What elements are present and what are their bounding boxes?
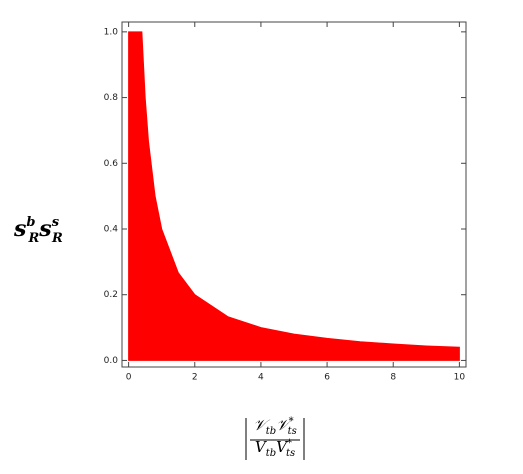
x-tick-label: 6 (324, 373, 330, 383)
label-part: b (26, 215, 35, 230)
y-tick-label: 0.8 (104, 93, 119, 103)
label-part: V (255, 438, 268, 456)
y-tick-label: 0.4 (104, 225, 119, 235)
y-tick-label: 0.0 (104, 356, 119, 366)
label-part: s (13, 216, 26, 242)
x-tick-label: 2 (192, 373, 198, 383)
label-part: tb (266, 448, 276, 459)
label-part: * (289, 416, 294, 427)
x-tick-label: 10 (454, 373, 466, 383)
label-part: * (287, 438, 292, 449)
label-part: ts (286, 448, 295, 459)
plot-frame (121, 21, 467, 368)
label-part: ts (288, 426, 297, 437)
label-part: s (52, 215, 60, 230)
y-tick-label: 0.2 (104, 290, 118, 300)
y-tick-label: 1.0 (104, 27, 119, 37)
x-axis-label-numerator: 𝒱tb𝒱* ts (253, 416, 297, 437)
x-tick-label: 0 (126, 373, 132, 383)
x-tick-label: 8 (390, 373, 396, 383)
y-tick-label: 0.6 (104, 159, 119, 169)
label-part: tb (266, 426, 276, 437)
x-axis-label-denominator: VtbV* ts (255, 438, 295, 459)
area (128, 31, 460, 361)
y-axis-label: sb Rss R (13, 215, 63, 246)
label-part: R (51, 231, 63, 246)
x-tick-label: 4 (258, 373, 264, 383)
label-part: s (38, 216, 51, 242)
label-part: V (276, 438, 289, 456)
label-part: R (27, 231, 39, 246)
